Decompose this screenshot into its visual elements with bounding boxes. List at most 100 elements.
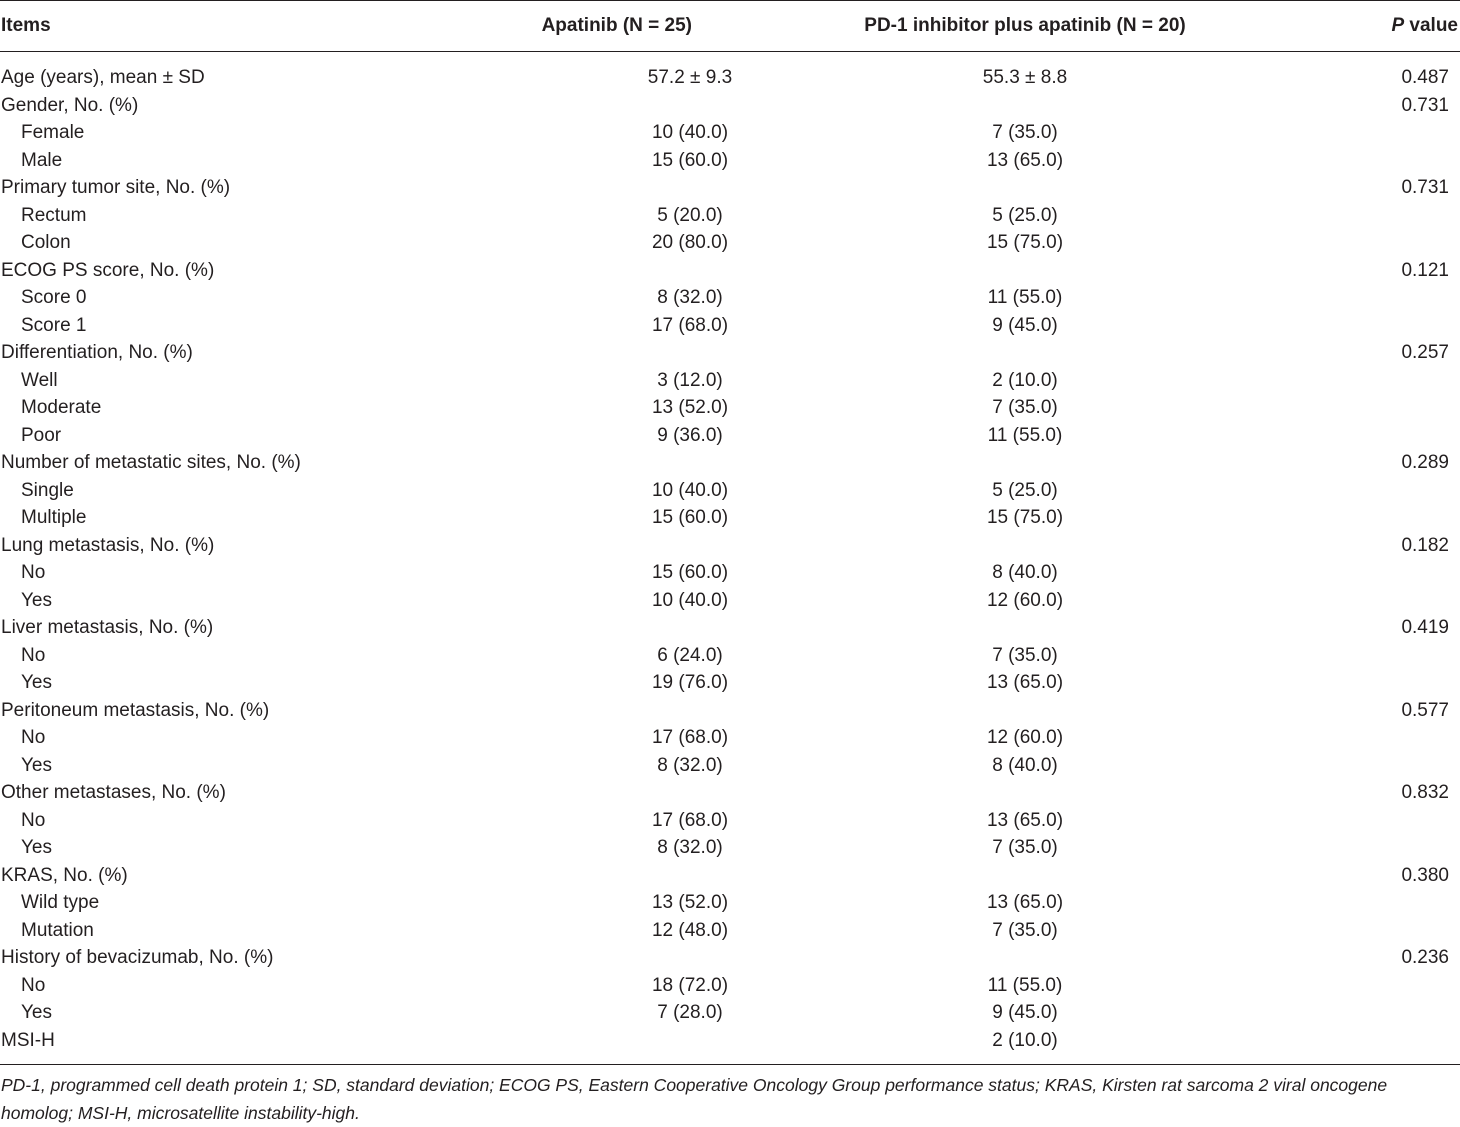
table-row: Multiple 15 (60.0) 15 (75.0) (0, 504, 1460, 532)
row-sublabel: Yes (21, 754, 52, 776)
cell-p-value: 0.731 (1401, 94, 1449, 116)
header-p-value: P value (1358, 0, 1460, 52)
cell-p-value (1358, 477, 1460, 505)
table-row: ECOG PS score, No. (%) 0.121 (0, 257, 1460, 285)
table-row: Peritoneum metastasis, No. (%) 0.577 (0, 697, 1460, 725)
table-row: Score 1 17 (68.0) 9 (45.0) (0, 312, 1460, 340)
cell-p-value (1358, 422, 1460, 450)
row-sublabel: Well (21, 369, 58, 391)
table-row: Poor 9 (36.0) 11 (55.0) (0, 422, 1460, 450)
cell-p-value: 0.832 (1401, 782, 1449, 803)
row-sublabel: Yes (21, 1002, 52, 1023)
cell-pd1-plus-apatinib: 7 (35.0) (992, 397, 1058, 418)
cell-apatinib: 8 (32.0) (470, 834, 722, 862)
table-row: Differentiation, No. (%) 0.257 (0, 339, 1460, 367)
cell-apatinib-value: 18 (72.0) (651, 974, 729, 996)
table-row: Liver metastasis, No. (%) 0.419 (0, 614, 1460, 642)
cell-apatinib-value: 7 (28.0) (657, 1002, 723, 1023)
cell-pd1-plus-apatinib: 5 (25.0) (992, 479, 1058, 501)
row-sublabel: Female (21, 122, 85, 143)
row-label: KRAS, No. (%) (1, 864, 128, 886)
table-row: Yes 8 (32.0) 8 (40.0) (0, 752, 1460, 780)
cell-apatinib (470, 614, 692, 642)
cell-p-value (1358, 559, 1460, 587)
cell-pd1-plus-apatinib: 7 (35.0) (992, 644, 1058, 666)
cell-apatinib (470, 339, 692, 367)
cell-apatinib-value: 10 (40.0) (651, 122, 729, 143)
row-sublabel: Male (21, 149, 63, 171)
baseline-characteristics-table: Items Apatinib (N = 25) PD-1 inhibitor p… (0, 0, 1460, 1065)
cell-pd1-plus-apatinib: 9 (45.0) (992, 314, 1058, 336)
table-row: Yes 10 (40.0) 12 (60.0) (0, 587, 1460, 615)
cell-apatinib (470, 257, 692, 285)
table-row: KRAS, No. (%) 0.380 (0, 862, 1460, 890)
table-row: No 6 (24.0) 7 (35.0) (0, 642, 1460, 670)
cell-apatinib-value: 15 (60.0) (651, 507, 729, 528)
table-row: No 17 (68.0) 12 (60.0) (0, 724, 1460, 752)
cell-pd1-plus-apatinib: 2 (10.0) (992, 369, 1058, 391)
cell-apatinib-value: 6 (24.0) (657, 644, 723, 666)
cell-pd1-plus-apatinib: 8 (40.0) (992, 562, 1058, 583)
cell-apatinib-value: 15 (60.0) (651, 149, 729, 171)
cell-p-value (1358, 752, 1460, 780)
cell-apatinib: 57.2 ± 9.3 (470, 52, 732, 92)
cell-apatinib: 10 (40.0) (470, 119, 728, 147)
cell-p-value (1358, 669, 1460, 697)
cell-apatinib: 13 (52.0) (470, 394, 728, 422)
cell-apatinib: 5 (20.0) (470, 202, 722, 230)
cell-apatinib: 18 (72.0) (470, 972, 728, 1000)
cell-p-value (1358, 807, 1460, 835)
table-row: Well 3 (12.0) 2 (10.0) (0, 367, 1460, 395)
cell-p-value: 0.236 (1401, 947, 1449, 968)
cell-p-value: 0.380 (1401, 864, 1449, 886)
cell-pd1-plus-apatinib: 15 (75.0) (986, 232, 1064, 253)
row-sublabel: Rectum (21, 204, 87, 226)
row-sublabel: No (21, 562, 46, 583)
cell-apatinib (470, 92, 692, 120)
cell-apatinib-value: 57.2 ± 9.3 (647, 67, 733, 88)
table-row: Yes 7 (28.0) 9 (45.0) (0, 999, 1460, 1027)
row-sublabel: No (21, 809, 46, 831)
row-label: Liver metastasis, No. (%) (1, 617, 214, 638)
cell-p-value (1358, 202, 1460, 230)
cell-apatinib-value: 8 (32.0) (657, 754, 723, 776)
row-sublabel: Wild type (21, 892, 100, 913)
cell-pd1-plus-apatinib: 11 (55.0) (987, 424, 1063, 446)
cell-pd1-plus-apatinib: 8 (40.0) (992, 754, 1058, 776)
cell-pd1-plus-apatinib: 9 (45.0) (992, 1002, 1058, 1023)
cell-apatinib: 6 (24.0) (470, 642, 722, 670)
row-sublabel: Single (21, 479, 74, 501)
cell-apatinib: 9 (36.0) (470, 422, 722, 450)
cell-p-value (1358, 367, 1460, 395)
cell-pd1-plus-apatinib (692, 944, 1358, 972)
table-row: Lung metastasis, No. (%) 0.182 (0, 532, 1460, 560)
header-pd1-plus-apatinib: PD-1 inhibitor plus apatinib (N = 20) (692, 0, 1358, 52)
cell-apatinib-value: 17 (68.0) (651, 314, 729, 336)
cell-apatinib: 3 (12.0) (470, 367, 722, 395)
cell-p-value (1358, 147, 1460, 175)
cell-p-value: 0.121 (1401, 259, 1449, 281)
cell-p-value: 0.577 (1401, 699, 1449, 721)
row-label: Peritoneum metastasis, No. (%) (1, 699, 270, 721)
table-row: Mutation 12 (48.0) 7 (35.0) (0, 917, 1460, 945)
cell-pd1-plus-apatinib (692, 92, 1358, 120)
cell-pd1-plus-apatinib (692, 174, 1358, 202)
cell-p-value (1358, 972, 1460, 1000)
row-sublabel: Yes (21, 672, 52, 693)
table-row: Male 15 (60.0) 13 (65.0) (0, 147, 1460, 175)
table-footnote: PD-1, programmed cell death protein 1; S… (1, 1075, 1388, 1123)
cell-p-value (1358, 394, 1460, 422)
row-label: Other metastases, No. (%) (1, 782, 226, 803)
cell-pd1-plus-apatinib (692, 449, 1358, 477)
table-row: Moderate 13 (52.0) 7 (35.0) (0, 394, 1460, 422)
cell-apatinib-value: 17 (68.0) (651, 727, 729, 748)
cell-apatinib (470, 532, 692, 560)
cell-p-value: 0.257 (1401, 342, 1449, 363)
cell-apatinib (470, 944, 692, 972)
cell-apatinib-value: 5 (20.0) (657, 204, 723, 226)
row-sublabel: No (21, 727, 46, 748)
cell-p-value (1358, 119, 1460, 147)
table-header: Items Apatinib (N = 25) PD-1 inhibitor p… (0, 0, 1460, 52)
cell-apatinib-value: 3 (12.0) (657, 369, 723, 391)
